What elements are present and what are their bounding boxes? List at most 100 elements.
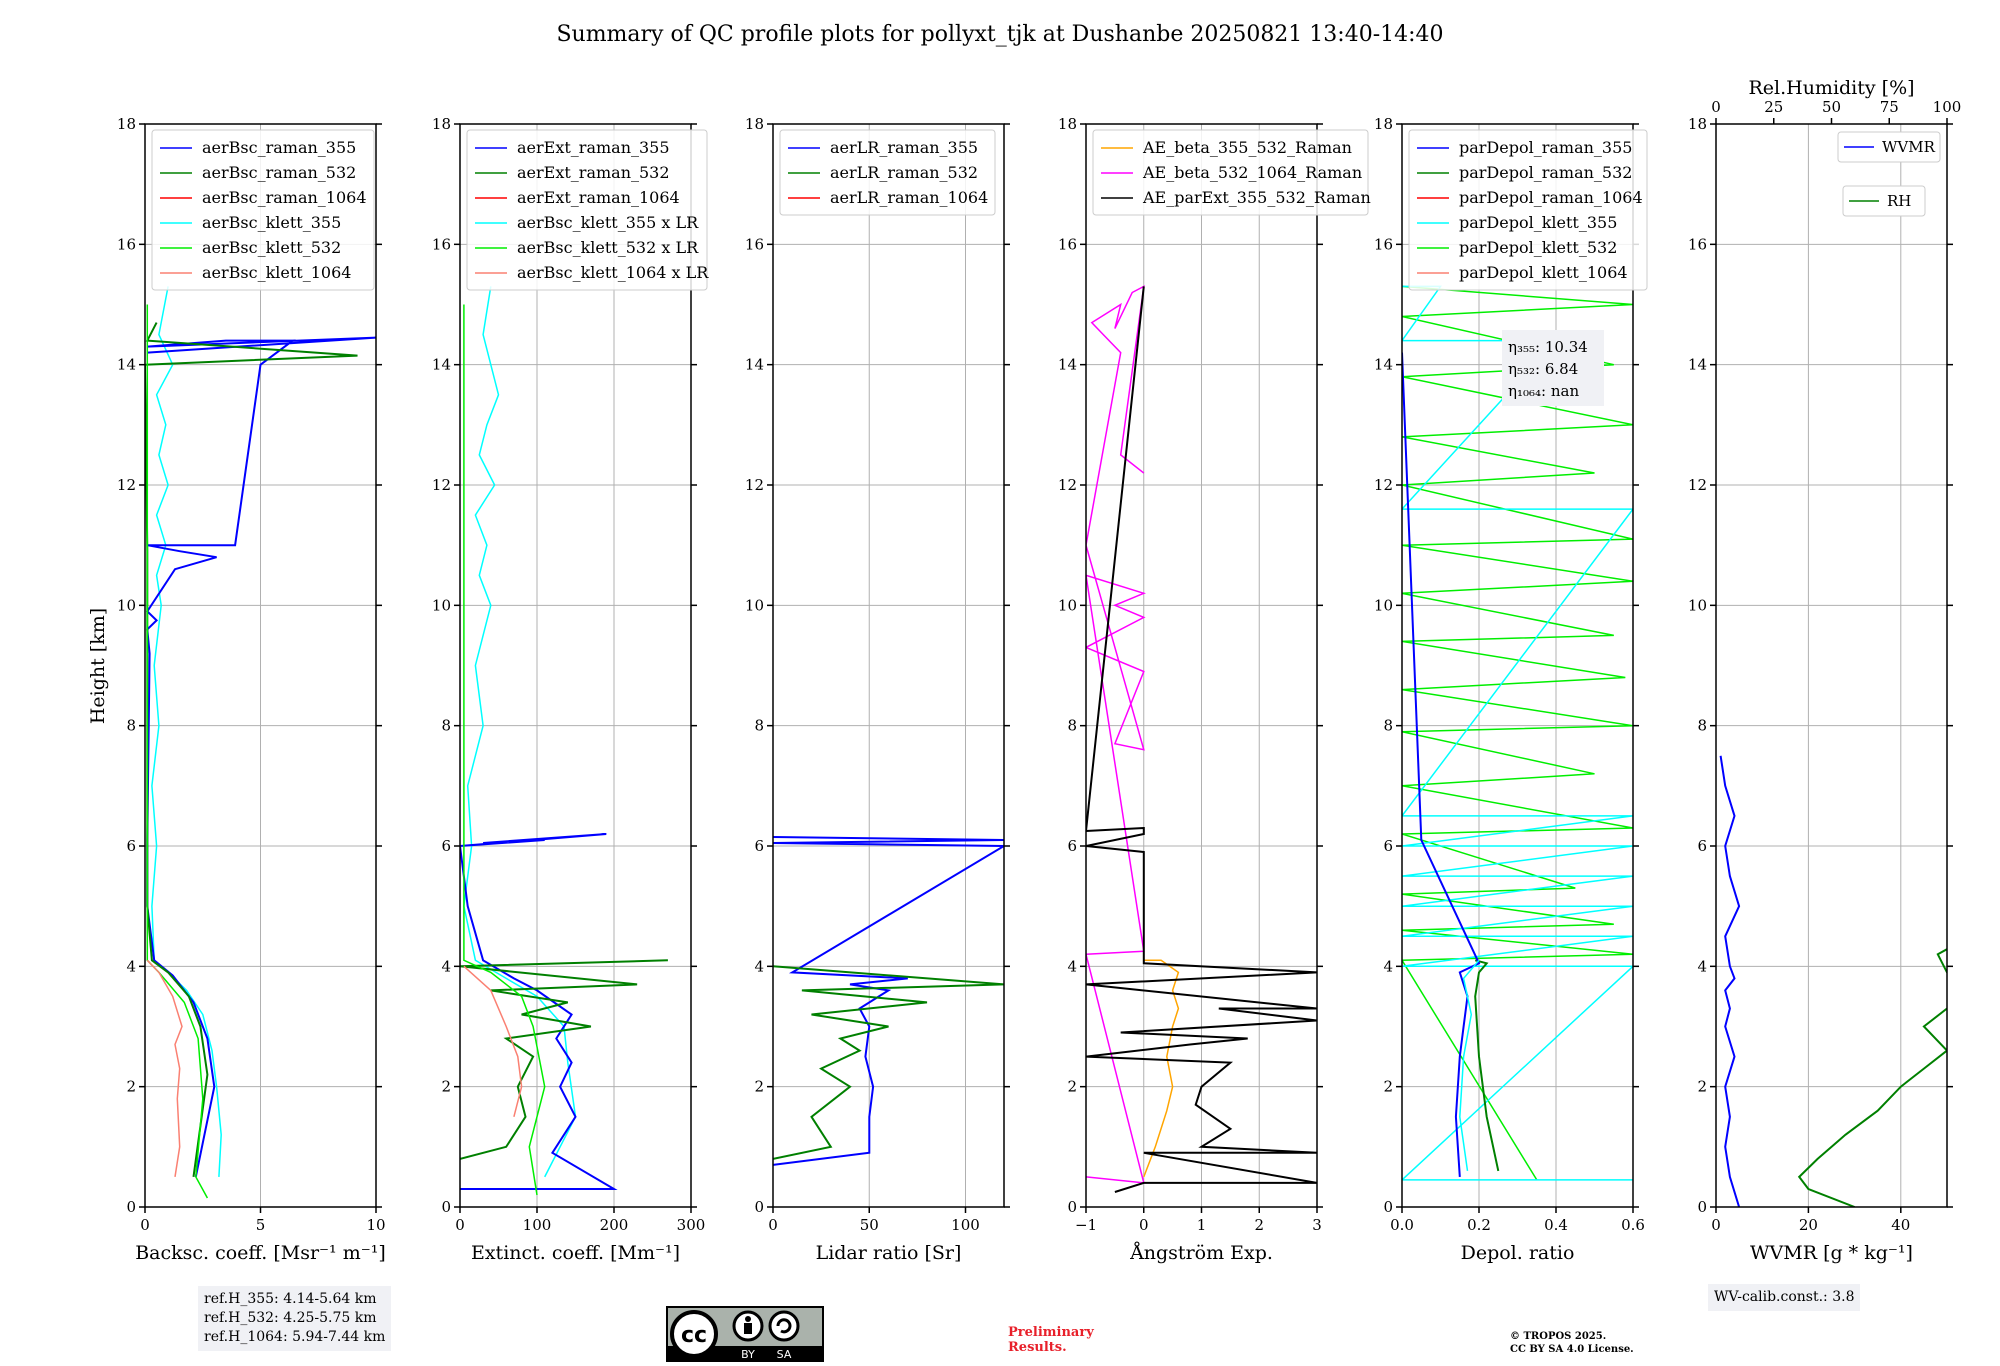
legend-box: [466, 129, 708, 291]
legend-box: [779, 129, 996, 216]
y-tick-label: 6: [1697, 837, 1707, 855]
top-x-tick-label: 100: [1933, 98, 1962, 116]
series-line-aerBsc_raman_532: [145, 322, 358, 1178]
cc-by-sa-badge: cc BY SA: [666, 1306, 824, 1362]
y-tick-label: 10: [1058, 596, 1077, 614]
x-tick-label: 0: [768, 1216, 778, 1234]
series-line-aerLR_raman_355: [773, 836, 1004, 1166]
copyright-note: © TROPOS 2025. CC BY SA 4.0 License.: [1510, 1330, 1634, 1356]
series-line-WVMR: [1719, 755, 1741, 1207]
legend-label: parDepol_raman_532: [1459, 163, 1632, 182]
x-axis-label: Lidar ratio [Sr]: [816, 1242, 962, 1264]
y-tick-label: 4: [441, 957, 451, 975]
y-tick-label: 8: [441, 717, 451, 735]
legend-label: aerBsc_klett_1064 x LR: [517, 263, 709, 282]
series-line-AE_parExt_355_532_Raman: [1086, 286, 1317, 1193]
y-tick-label: 8: [1697, 717, 1707, 735]
y-tick-label: 6: [126, 837, 136, 855]
legend-label: AE_parExt_355_532_Raman: [1142, 188, 1371, 207]
x-tick-label: 200: [600, 1216, 629, 1234]
preliminary-line1: Preliminary: [1008, 1325, 1094, 1340]
y-tick-label: 4: [126, 957, 136, 975]
y-tick-label: 12: [1058, 476, 1077, 494]
y-tick-label: 12: [117, 476, 136, 494]
top-x-tick-label: 75: [1880, 98, 1899, 116]
y-tick-label: 14: [1058, 356, 1077, 374]
x-tick-label: 0.4: [1544, 1216, 1568, 1234]
x-tick-label: 0.2: [1467, 1216, 1491, 1234]
x-tick-label: 0.0: [1390, 1216, 1414, 1234]
x-tick-label: 2: [1254, 1216, 1264, 1234]
legend-label: parDepol_klett_1064: [1459, 263, 1628, 282]
series-line-AE_beta_532_1064_Raman: [1086, 285, 1146, 1184]
y-tick-label: 8: [1383, 717, 1393, 735]
reference-height-box: ref.H_355: 4.14-5.64 km ref.H_532: 4.25-…: [198, 1286, 392, 1351]
x-tick-label: 0: [455, 1216, 465, 1234]
y-tick-label: 4: [1697, 957, 1707, 975]
x-axis-label: WVMR [g * kg⁻¹]: [1750, 1242, 1913, 1264]
legend-label: AE_beta_532_1064_Raman: [1142, 163, 1362, 182]
y-tick-label: 2: [126, 1078, 136, 1096]
x-axis-label: Depol. ratio: [1461, 1242, 1575, 1264]
top-x-tick-label: 25: [1764, 98, 1783, 116]
copyright-line2: CC BY SA 4.0 License.: [1510, 1344, 1634, 1355]
preliminary-note: Preliminary Results.: [1008, 1325, 1094, 1355]
legend-label: aerExt_raman_532: [517, 163, 670, 182]
series-line-aerBsc_klett_532 x LR: [463, 304, 546, 1196]
y-tick-label: 14: [117, 356, 136, 374]
x-tick-label: 0: [1711, 1216, 1721, 1234]
y-tick-label: 6: [754, 837, 764, 855]
wv-calib-box: WV-calib.const.: 3.8: [1708, 1284, 1861, 1311]
legend-label: aerExt_raman_1064: [517, 188, 680, 207]
x-axis-label: Ångström Exp.: [1129, 1242, 1273, 1264]
series-line-aerBsc_klett_1064: [146, 959, 183, 1178]
y-tick-label: 4: [754, 957, 764, 975]
y-tick-label: 16: [745, 235, 764, 253]
y-tick-label: 0: [441, 1198, 451, 1216]
y-tick-label: 6: [1383, 837, 1393, 855]
y-tick-label: 18: [745, 115, 764, 133]
y-tick-label: 0: [1697, 1198, 1707, 1216]
legend-label: RH: [1887, 192, 1911, 210]
x-tick-label: 0: [140, 1216, 150, 1234]
legend-label: aerBsc_klett_1064: [202, 263, 351, 282]
series-group: [460, 286, 668, 1196]
y-tick-label: 12: [432, 476, 451, 494]
x-tick-label: 100: [951, 1216, 980, 1234]
y-tick-label: 0: [1067, 1198, 1077, 1216]
y-tick-label: 8: [1067, 717, 1077, 735]
y-tick-label: 0: [1383, 1198, 1393, 1216]
y-tick-label: 16: [117, 235, 136, 253]
eta-value: η₁₀₆₄: nan: [1508, 382, 1579, 400]
y-tick-label: 2: [1697, 1078, 1707, 1096]
panel-ext: 0 2 4 6 8 10 12 14 16 18 0 100 200 300 Extinct. coeff.…: [432, 115, 709, 1264]
series-line-AE_beta_355_532_Raman: [1143, 959, 1180, 1178]
y-tick-label: 8: [126, 717, 136, 735]
y-tick-label: 2: [441, 1078, 451, 1096]
y-tick-label: 16: [1058, 235, 1077, 253]
x-tick-label: 3: [1312, 1216, 1322, 1234]
panel-lr: 0 2 4 6 8 10 12 14 16 18 0 50 100 Lidar ratio [Sr] aer…: [745, 115, 1010, 1264]
legend-box: [1408, 129, 1648, 291]
y-tick-label: 18: [1374, 115, 1393, 133]
x-tick-label: 0: [1139, 1216, 1149, 1234]
sa-icon: [768, 1310, 800, 1342]
y-tick-label: 14: [745, 356, 764, 374]
y-tick-label: 12: [1374, 476, 1393, 494]
legend-label: AE_beta_355_532_Raman: [1142, 138, 1352, 157]
x-axis-label: Extinct. coeff. [Mm⁻¹]: [471, 1242, 680, 1264]
x-tick-label: 20: [1799, 1216, 1818, 1234]
legend-label: aerBsc_klett_355 x LR: [517, 213, 699, 232]
y-tick-label: 2: [754, 1078, 764, 1096]
legend-label: aerBsc_raman_1064: [202, 188, 367, 207]
y-tick-label: 10: [117, 596, 136, 614]
y-tick-label: 4: [1383, 957, 1393, 975]
figure-title: Summary of QC profile plots for pollyxt_…: [556, 22, 1444, 47]
panel-depol: 0 2 4 6 8 10 12 14 16 18 0.0 0.2 0.4 0.6 Depol. ratio p…: [1374, 115, 1648, 1264]
top-x-tick-label: 50: [1822, 98, 1841, 116]
y-tick-label: 16: [432, 235, 451, 253]
y-tick-label: 10: [1374, 596, 1393, 614]
legend-label: aerBsc_raman_532: [202, 163, 356, 182]
